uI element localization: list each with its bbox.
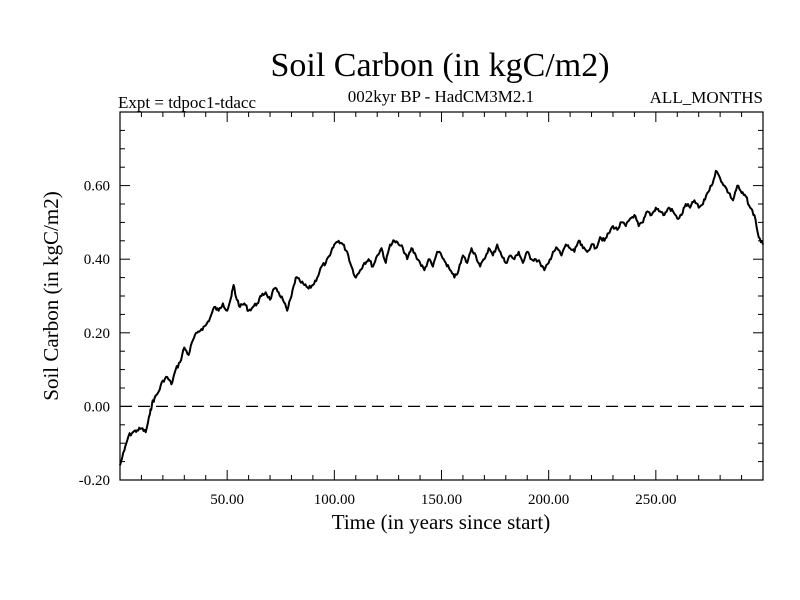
y-tick-label: 0.40 bbox=[84, 252, 110, 268]
x-tick-label: 50.00 bbox=[210, 492, 244, 508]
subtitle-experiment: Expt = tdpoc1-tdacc bbox=[118, 93, 256, 112]
series-line-soil-carbon bbox=[119, 169, 764, 466]
subtitle-period-model: 002kyr BP - HadCM3M2.1 bbox=[348, 87, 534, 106]
y-axis-label: Soil Carbon (in kgC/m2) bbox=[39, 191, 63, 400]
x-tick-label: 100.00 bbox=[314, 492, 355, 508]
x-axis-label: Time (in years since start) bbox=[332, 510, 551, 534]
y-tick-label: 0.20 bbox=[84, 326, 110, 342]
chart-title: Soil Carbon (in kgC/m2) bbox=[270, 47, 609, 84]
y-tick-label: -0.20 bbox=[79, 473, 110, 489]
x-ticks bbox=[140, 112, 743, 480]
plot-frame bbox=[119, 111, 764, 481]
y-tick-label: 0.60 bbox=[84, 179, 110, 195]
x-tick-label: 250.00 bbox=[635, 492, 676, 508]
x-tick-labels: 50.00 100.00 150.00 200.00 250.00 bbox=[210, 492, 676, 508]
y-tick-labels: -0.20 0.00 0.20 0.40 0.60 bbox=[79, 179, 110, 489]
y-tick-label: 0.00 bbox=[84, 399, 110, 415]
x-tick-label: 200.00 bbox=[528, 492, 569, 508]
subtitle-months: ALL_MONTHS bbox=[650, 88, 763, 107]
y-ticks bbox=[120, 129, 763, 463]
x-tick-label: 150.00 bbox=[421, 492, 462, 508]
